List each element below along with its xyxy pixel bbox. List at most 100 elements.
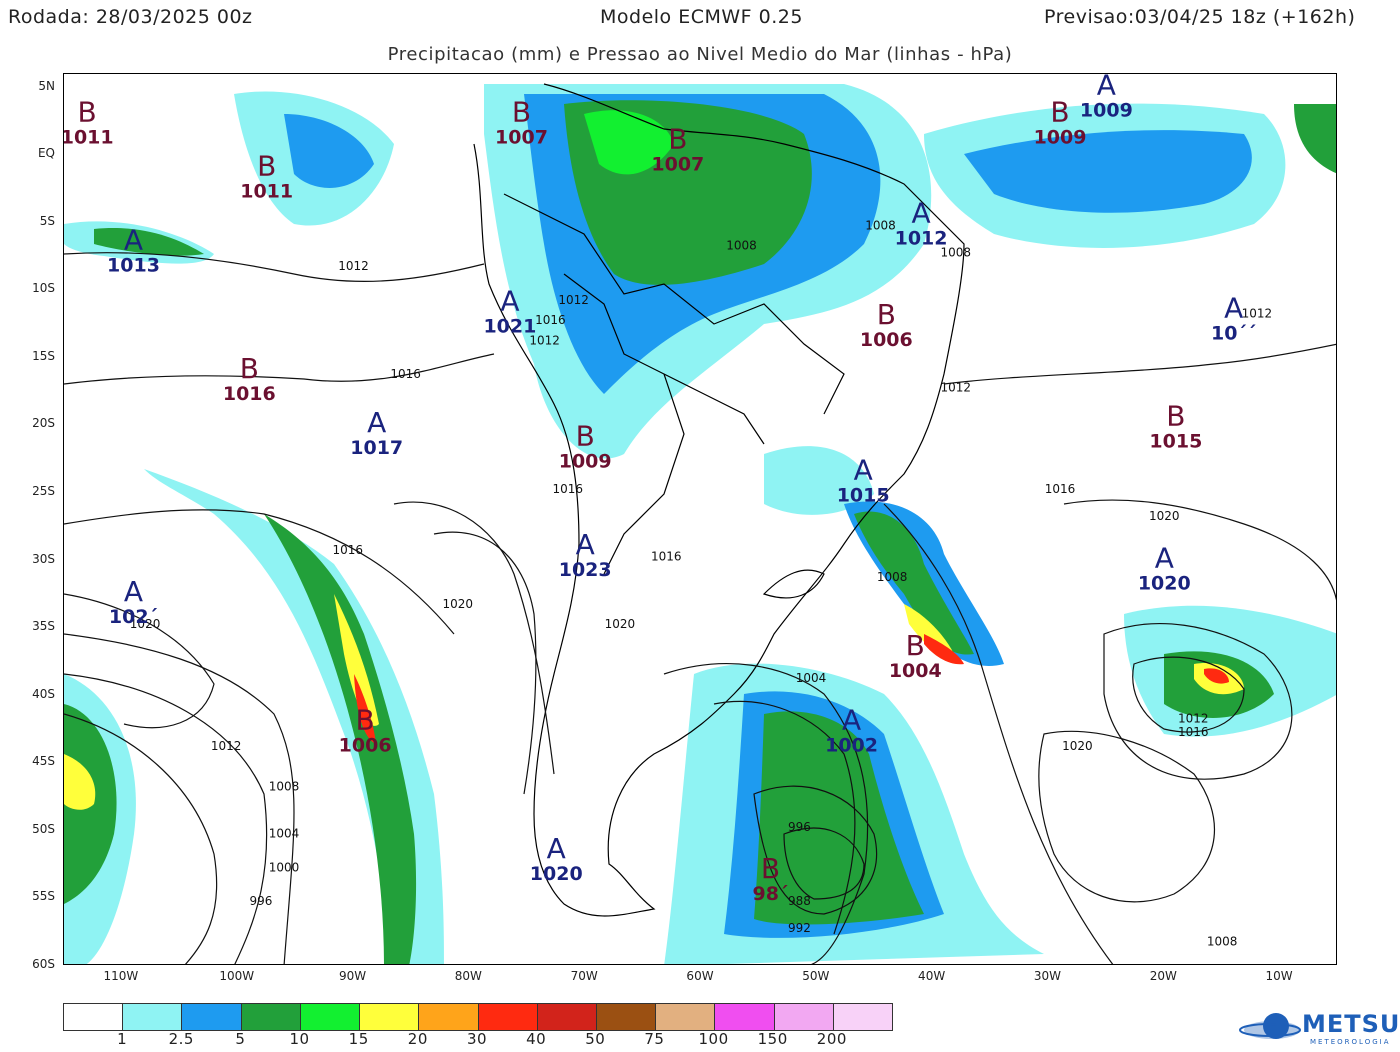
isobar-label: 1012 [338, 259, 369, 273]
precip-layer [64, 84, 1336, 964]
scale-label: 2.5 [168, 1030, 194, 1048]
isobar-label: 1008 [877, 570, 908, 584]
model-label: Modelo ECMWF 0.25 [600, 6, 803, 28]
center-letter: A [124, 224, 143, 257]
center-value: 1016 [223, 383, 276, 405]
globe-icon [1239, 1013, 1301, 1039]
scale-swatch [123, 1004, 183, 1030]
center-letter: B [1050, 95, 1069, 128]
lat-label: 30S [32, 551, 55, 566]
isobar-layer [64, 252, 1336, 964]
lon-label: 100W [219, 969, 255, 983]
center-letter: B [356, 703, 375, 736]
lon-label: 110W [103, 969, 139, 983]
scale-swatch [182, 1004, 242, 1030]
isobar-label: 1016 [1045, 482, 1076, 496]
center-letter: B [78, 95, 97, 128]
lat-label: 50S [32, 821, 55, 836]
scale-swatch [596, 1004, 657, 1030]
lat-label: 15S [32, 348, 55, 363]
lon-label: 60W [686, 969, 714, 983]
scale-label: 75 [644, 1030, 665, 1048]
isobar-label: 1016 [651, 550, 682, 564]
center-value: 1009 [1034, 126, 1087, 148]
scale-label: 10 [289, 1030, 310, 1048]
center-value: 1013 [107, 255, 160, 277]
scale-swatch [300, 1004, 361, 1030]
center-value: 1012 [895, 228, 948, 250]
lat-label: 35S [32, 619, 55, 634]
scale-label: 5 [235, 1030, 246, 1048]
isobar-label: 1020 [1149, 509, 1180, 523]
center-letter: A [842, 703, 861, 736]
lon-label: 20W [1149, 969, 1177, 983]
scale-label: 100 [698, 1030, 729, 1048]
scale-label: 20 [407, 1030, 428, 1048]
isobar-label: 1020 [605, 617, 636, 631]
high-pressure-center: A10´´ [1211, 291, 1256, 344]
scale-label: 30 [466, 1030, 488, 1048]
scale-swatch [419, 1004, 479, 1030]
isobar-label: 1012 [1178, 712, 1209, 726]
lat-label: EQ [37, 146, 55, 161]
center-value: 1009 [1080, 99, 1133, 121]
scale-label: 200 [816, 1030, 847, 1048]
isobar-label: 1012 [1242, 306, 1273, 320]
isobar-label: 1016 [553, 482, 584, 496]
center-value: 1011 [64, 126, 114, 148]
isobar-label: 1020 [1062, 739, 1093, 753]
map-subtitle: Precipitacao (mm) e Pressao ao Nivel Med… [387, 44, 1013, 65]
scale-label: 50 [585, 1030, 606, 1048]
center-letter: A [1224, 291, 1243, 324]
center-letter: B [240, 352, 259, 385]
weather-map: 1012 1012 1016 1012 1016 1008 1008 1008 1012 1012… [63, 73, 1337, 965]
center-letter: B [877, 298, 896, 331]
center-value: 1011 [240, 180, 293, 202]
isobar-label: 988 [788, 894, 811, 908]
scale-swatch [64, 1004, 124, 1030]
center-letter: A [854, 453, 873, 486]
center-value: 1007 [651, 153, 704, 175]
isobar-label: 1000 [269, 860, 300, 874]
center-value: 1006 [339, 734, 392, 756]
isobar-label: 1012 [558, 293, 589, 307]
scale-label: 40 [526, 1030, 547, 1048]
center-letter: A [500, 285, 519, 318]
metsul-logo: METSUL METEOROLOGIA [1232, 1008, 1400, 1048]
precip-color-scale [63, 1003, 893, 1031]
center-value: 98´ [753, 883, 789, 905]
lon-label: 50W [802, 969, 830, 983]
scale-swatch [537, 1004, 597, 1030]
center-value: 1002 [825, 734, 878, 756]
center-letter: A [911, 197, 930, 230]
center-value: 1015 [1149, 430, 1202, 452]
center-value: 1023 [559, 559, 612, 581]
center-letter: B [668, 122, 687, 155]
isobar-label: 1012 [529, 333, 560, 347]
lon-label: 10W [1265, 969, 1293, 983]
center-value: 1020 [1138, 572, 1191, 594]
center-letter: B [576, 420, 595, 453]
isobar-label: 1004 [269, 827, 300, 841]
forecast-label: Previsao:03/04/25 18z (+162h) [1044, 6, 1356, 28]
map-frame: 1012 1012 1016 1012 1016 1008 1008 1008 1012 1012… [63, 73, 1337, 965]
center-value: 102´ [109, 606, 158, 628]
isobar-label: 1008 [726, 239, 757, 253]
center-letter: A [576, 528, 595, 561]
